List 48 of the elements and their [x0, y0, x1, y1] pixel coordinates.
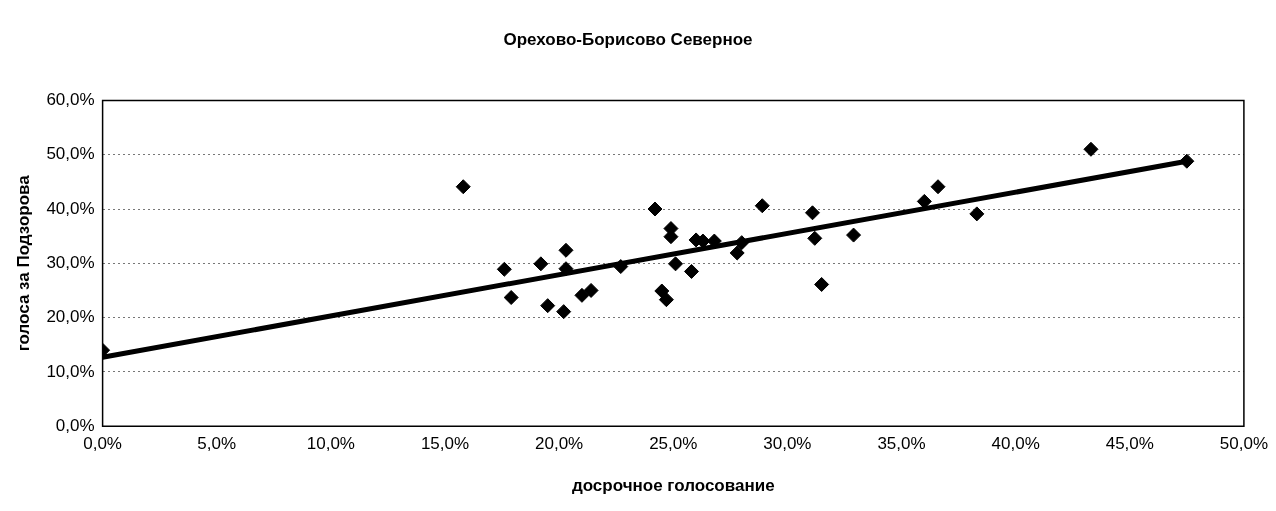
x-tick-label: 5,0% [197, 434, 237, 454]
y-tick-label: 30,0% [46, 252, 95, 272]
point [540, 298, 556, 314]
y-tick-label: 50,0% [46, 144, 95, 164]
x-tick-label: 30,0% [763, 434, 812, 454]
point [930, 179, 946, 195]
point [1083, 141, 1099, 157]
point [583, 282, 599, 298]
x-tick-label: 50,0% [1219, 434, 1268, 454]
point [684, 263, 700, 279]
y-tick-label: 10,0% [46, 361, 95, 381]
x-axis-title: досрочное голосование [571, 476, 775, 496]
point [613, 259, 629, 275]
y-axis-title: голоса за Подзорова [13, 174, 33, 352]
x-tick-label: 45,0% [1105, 434, 1154, 454]
point [807, 230, 823, 246]
point [754, 198, 770, 214]
y-tick-label: 0,0% [55, 415, 95, 435]
x-tick-label: 15,0% [420, 434, 470, 454]
point [556, 304, 572, 320]
point [729, 245, 745, 261]
y-tick-label: 20,0% [46, 307, 95, 327]
point [846, 227, 862, 243]
x-tick-label: 20,0% [535, 434, 584, 454]
point [916, 193, 932, 209]
point [668, 256, 684, 272]
point [654, 283, 670, 299]
point [558, 261, 574, 277]
x-tick-label: 25,0% [649, 434, 698, 454]
point [804, 205, 820, 221]
x-tick-label: 35,0% [877, 434, 926, 454]
y-tick-label: 40,0% [46, 198, 95, 218]
y-tick-label: 60,0% [46, 90, 95, 110]
point [647, 201, 663, 217]
point [814, 276, 830, 292]
point [533, 256, 549, 272]
point [574, 287, 590, 303]
point [969, 206, 985, 222]
point [496, 261, 512, 277]
point [558, 242, 574, 258]
x-tick-label: 10,0% [306, 434, 355, 454]
point [1179, 153, 1195, 169]
x-tick-label: 40,0% [991, 434, 1040, 454]
x-tick-label: 0,0% [83, 434, 122, 454]
chart-title: Орехово-Борисово Северное [503, 29, 753, 49]
point [503, 290, 519, 306]
point [455, 179, 471, 195]
point [658, 292, 674, 308]
